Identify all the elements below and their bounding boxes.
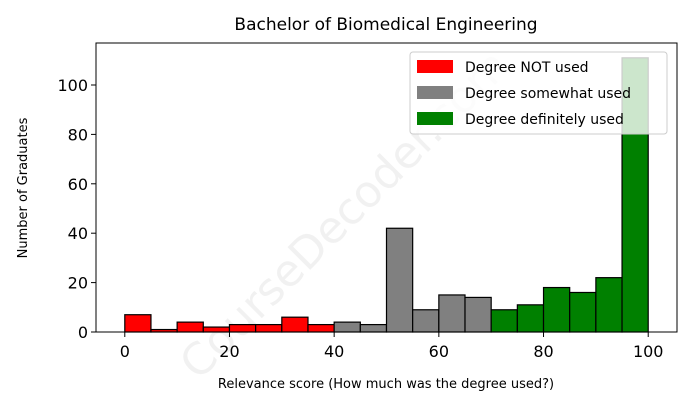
x-tick-label: 100: [633, 342, 664, 361]
bar-series2-bin4: [595, 277, 623, 333]
x-tick-label: 0: [120, 342, 130, 361]
bar-series0-bin7: [307, 323, 335, 333]
bar-series1-bin1: [359, 323, 388, 333]
x-tick-label: 20: [219, 342, 239, 361]
x-axis-ticks: 0 20 40 60 80 100: [120, 332, 664, 361]
y-tick-label: 60: [68, 175, 88, 194]
chart-title: Bachelor of Biomedical Engineering: [234, 15, 537, 35]
y-axis-ticks: 0 20 40 60 80 100: [57, 76, 96, 342]
legend-swatch-0: [417, 60, 453, 73]
bar-series0-bin0: [124, 314, 152, 333]
bar-series0-bin5: [255, 323, 283, 333]
bar-series1-bin4: [438, 294, 466, 333]
plot-frame: [95, 42, 678, 333]
legend-label-0: Degree NOT used: [465, 60, 589, 76]
x-tick-label: 40: [324, 342, 344, 361]
legend-label-1: Degree somewhat used: [465, 86, 631, 102]
legend-swatch-2: [417, 112, 453, 125]
bar-series0-bin3: [202, 326, 231, 333]
bar-series2-bin0: [490, 309, 518, 333]
x-axis-label: Relevance score (How much was the degree…: [218, 377, 554, 392]
y-tick-label: 40: [68, 224, 88, 243]
y-tick-label: 80: [68, 125, 88, 144]
bar-series1-bin2: [385, 227, 414, 333]
bar-series1-bin3: [412, 309, 440, 333]
bar-series2-bin1: [516, 304, 545, 333]
y-tick-label: 20: [68, 274, 88, 293]
bar-series2-bin2: [542, 286, 571, 333]
bar-series1-bin0: [333, 321, 361, 333]
bar-series0-bin6: [281, 316, 309, 333]
y-axis-label: Number of Graduates: [16, 117, 31, 258]
y-tick-label: 100: [57, 76, 88, 95]
bars-group: [124, 57, 649, 333]
legend: Degree NOT used Degree somewhat used Degre…: [409, 51, 668, 135]
x-tick-label: 60: [429, 342, 449, 361]
bar-series0-bin2: [176, 321, 204, 333]
bar-series0-bin4: [228, 323, 257, 333]
y-tick-label: 0: [78, 323, 88, 342]
legend-box: [409, 51, 668, 135]
legend-swatch-1: [417, 86, 453, 99]
x-tick-label: 80: [533, 342, 553, 361]
bar-series2-bin3: [569, 291, 597, 333]
legend-label-2: Degree definitely used: [465, 112, 624, 128]
bar-series1-bin5: [464, 296, 492, 333]
